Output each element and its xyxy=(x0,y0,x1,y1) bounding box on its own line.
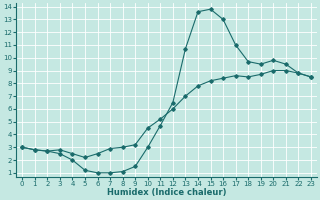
X-axis label: Humidex (Indice chaleur): Humidex (Indice chaleur) xyxy=(107,188,226,197)
